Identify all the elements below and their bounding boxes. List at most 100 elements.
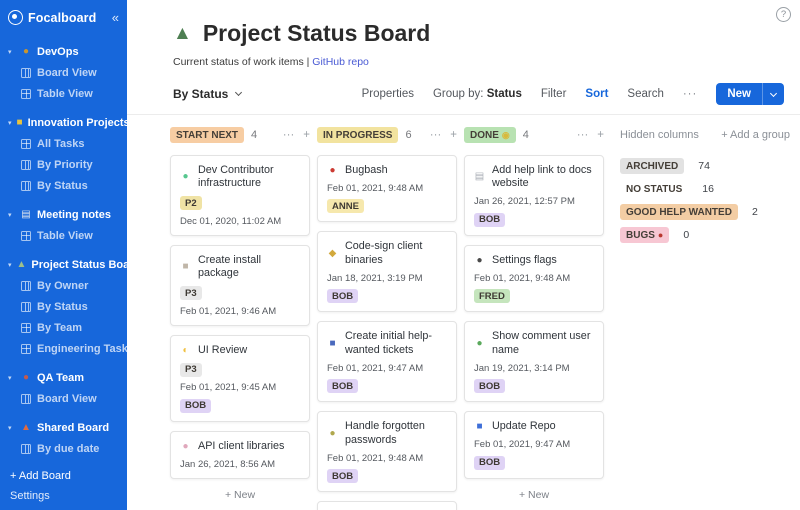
sidebar-view-item[interactable]: Board View bbox=[0, 62, 127, 83]
hidden-column-row[interactable]: NO STATUS 16 bbox=[620, 181, 794, 197]
hidden-column-badge: BUGS ● bbox=[620, 227, 670, 243]
kanban-card[interactable]: ▤ Add help link to docs website Jan 26, … bbox=[464, 155, 604, 236]
hidden-column-badge: ARCHIVED bbox=[620, 158, 685, 174]
disclosure-triangle-icon[interactable]: ▾ bbox=[8, 212, 12, 219]
sidebar-view-list: Board View Table View bbox=[0, 62, 127, 104]
card-title-row: ■ Update Repo bbox=[474, 420, 594, 433]
sidebar-view-item[interactable]: Engineering Tasks bbox=[0, 338, 127, 359]
sidebar-view-label: Board View bbox=[37, 66, 97, 79]
hidden-column-badge: NO STATUS bbox=[626, 183, 683, 195]
group-by-button[interactable]: Group by: Status bbox=[432, 88, 522, 100]
more-options-icon[interactable]: ··· bbox=[682, 88, 698, 100]
card-title-row: ● Handle forgotten passwords bbox=[327, 420, 447, 447]
search-button[interactable]: Search bbox=[627, 88, 664, 100]
sidebar-board-group: ▾ ▲ Shared Board By due date bbox=[0, 418, 127, 459]
hidden-column-row[interactable]: BUGS ● 0 bbox=[620, 227, 794, 243]
disclosure-triangle-icon[interactable]: ▾ bbox=[8, 375, 12, 382]
column-name-badge[interactable]: DONE ◉ bbox=[464, 127, 516, 143]
sort-button[interactable]: Sort bbox=[585, 88, 609, 100]
column-add-card-icon[interactable]: + bbox=[450, 129, 457, 141]
hidden-column-row[interactable]: ARCHIVED 74 bbox=[620, 158, 794, 174]
sidebar-header: Focalboard « bbox=[0, 8, 127, 31]
disclosure-triangle-icon[interactable]: ▾ bbox=[8, 49, 12, 56]
help-icon[interactable]: ? bbox=[776, 7, 791, 22]
sidebar-view-item[interactable]: By Status bbox=[0, 296, 127, 317]
hidden-column-row[interactable]: GOOD HELP WANTED 2 bbox=[620, 204, 794, 220]
card-list: ▤ Add help link to docs website Jan 26, … bbox=[464, 155, 604, 479]
column-more-icon[interactable]: ··· bbox=[576, 129, 589, 141]
kanban-card[interactable]: ● Show comment user name Jan 19, 2021, 3… bbox=[464, 321, 604, 403]
kanban-card[interactable]: ● Bugbash Feb 01, 2021, 9:48 AM ANNE bbox=[317, 155, 457, 223]
owner-badge: BOB bbox=[327, 289, 359, 304]
kanban-card[interactable]: ◐ Innovation Program Feb 01, 2021, 9:46 … bbox=[317, 501, 457, 510]
disclosure-triangle-icon[interactable]: ▾ bbox=[8, 120, 12, 127]
sidebar-view-item[interactable]: By due date bbox=[0, 438, 127, 459]
sidebar-board-item[interactable]: ▾ ▤ Meeting notes bbox=[0, 205, 127, 225]
sidebar-view-item[interactable]: By Owner bbox=[0, 275, 127, 296]
kanban-card[interactable]: ■ Create initial help-wanted tickets Feb… bbox=[317, 321, 457, 403]
board-column: START NEXT 4 ··· + ● Dev Contributor inf… bbox=[170, 124, 310, 510]
column-name-badge[interactable]: IN PROGRESS bbox=[317, 127, 399, 143]
new-button-group: New bbox=[716, 83, 784, 105]
sidebar-view-item[interactable]: By Priority bbox=[0, 154, 127, 175]
sidebar-board-item[interactable]: ▾ ● QA Team bbox=[0, 368, 127, 388]
card-title-row: ● Settings flags bbox=[474, 254, 594, 267]
properties-button[interactable]: Properties bbox=[361, 88, 414, 100]
sidebar-view-item[interactable]: By Team bbox=[0, 317, 127, 338]
kanban-card[interactable]: ◆ Code-sign client binaries Jan 18, 2021… bbox=[317, 231, 457, 313]
construction-icon: ■ bbox=[182, 261, 189, 273]
card-date: Feb 01, 2021, 9:47 AM bbox=[474, 439, 571, 451]
kanban-card[interactable]: ■ Update Repo Feb 01, 2021, 9:47 AM BOB bbox=[464, 411, 604, 479]
disclosure-triangle-icon[interactable]: ▾ bbox=[8, 425, 12, 432]
card-title: Dev Contributor infrastructure bbox=[198, 164, 274, 190]
sidebar-view-label: By Owner bbox=[37, 279, 89, 292]
filter-button[interactable]: Filter bbox=[540, 88, 567, 100]
card-date: Feb 01, 2021, 9:45 AM bbox=[180, 382, 277, 394]
sidebar-board-item[interactable]: ▾ ● DevOps bbox=[0, 42, 127, 62]
column-add-card-icon[interactable]: + bbox=[597, 129, 604, 141]
sidebar-view-label: By Team bbox=[37, 321, 83, 334]
sidebar-view-item[interactable]: Table View bbox=[0, 83, 127, 104]
column-more-icon[interactable]: ··· bbox=[282, 129, 295, 141]
kanban-card[interactable]: ● Settings flags Feb 01, 2021, 9:48 AM F… bbox=[464, 244, 604, 313]
kanban-card[interactable]: ● Handle forgotten passwords Feb 01, 202… bbox=[317, 411, 457, 493]
disclosure-triangle-icon[interactable]: ▾ bbox=[8, 262, 12, 269]
card-date: Feb 01, 2021, 9:48 AM bbox=[327, 452, 424, 464]
sidebar-view-label: By Status bbox=[37, 300, 88, 313]
column-name-badge[interactable]: START NEXT bbox=[170, 127, 245, 143]
fire-icon: ▲ bbox=[21, 422, 31, 433]
sidebar-view-item[interactable]: Table View bbox=[0, 225, 127, 246]
github-repo-link[interactable]: GitHub repo bbox=[312, 56, 369, 68]
owner-badge: FRED bbox=[474, 289, 510, 304]
add-group-button[interactable]: + Add a group bbox=[721, 129, 790, 141]
sidebar-view-label: By Priority bbox=[37, 158, 93, 171]
sidebar-board-item[interactable]: ▾ ▲ Project Status Board bbox=[0, 255, 127, 275]
sidebar-board-item[interactable]: ▾ ▲ Shared Board bbox=[0, 418, 127, 438]
view-type-icon bbox=[21, 343, 31, 354]
view-selector[interactable]: By Status bbox=[173, 87, 243, 101]
card-date: Feb 01, 2021, 9:47 AM bbox=[327, 362, 424, 374]
hidden-column-count: 16 bbox=[702, 183, 714, 195]
group-by-value: Status bbox=[486, 88, 522, 100]
sidebar-view-item[interactable]: By Status bbox=[0, 175, 127, 196]
card-title: API client libraries bbox=[198, 439, 285, 452]
new-card-button[interactable]: + New bbox=[518, 488, 550, 501]
add-board-button[interactable]: + Add Board bbox=[10, 470, 71, 482]
card-date: Feb 01, 2021, 9:48 AM bbox=[474, 272, 571, 284]
column-more-icon[interactable]: ··· bbox=[429, 129, 442, 141]
settings-button[interactable]: Settings bbox=[10, 490, 50, 502]
new-button-dropdown[interactable] bbox=[762, 83, 784, 105]
books-icon: ■ bbox=[329, 337, 336, 349]
sidebar-board-item[interactable]: ▾ ■ Innovation Projects bbox=[0, 113, 127, 133]
kanban-card[interactable]: ● Dev Contributor infrastructure P2 Dec … bbox=[170, 155, 310, 236]
kanban-card[interactable]: ● API client libraries Jan 26, 2021, 8:5… bbox=[170, 430, 310, 479]
sidebar-view-item[interactable]: All Tasks bbox=[0, 133, 127, 154]
sidebar-view-item[interactable]: Board View bbox=[0, 388, 127, 409]
collapse-sidebar-icon[interactable]: « bbox=[111, 10, 119, 25]
new-button[interactable]: New bbox=[727, 88, 751, 100]
kanban-card[interactable]: ◐ UI Review P3 Feb 01, 2021, 9:45 AM BOB bbox=[170, 334, 310, 422]
new-card-button[interactable]: + New bbox=[224, 488, 256, 501]
card-list: ● Bugbash Feb 01, 2021, 9:48 AM ANNE ◆ C… bbox=[317, 155, 457, 510]
kanban-card[interactable]: ■ Create install package P3 Feb 01, 2021… bbox=[170, 244, 310, 326]
column-add-card-icon[interactable]: + bbox=[303, 129, 310, 141]
